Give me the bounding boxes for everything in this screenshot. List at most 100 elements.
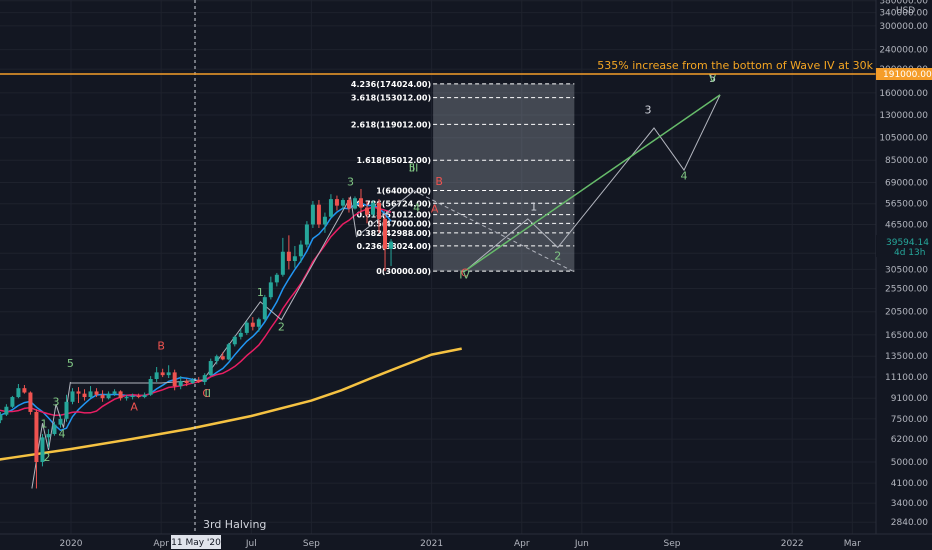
candle-body[interactable] — [4, 406, 9, 415]
candle-body[interactable] — [340, 200, 345, 206]
candle-body[interactable] — [160, 372, 165, 376]
candle-body[interactable] — [10, 397, 15, 407]
y-tick-label: 7500.00 — [891, 415, 928, 425]
candle-body[interactable] — [22, 388, 27, 393]
candle-body[interactable] — [280, 251, 285, 275]
candle-body[interactable] — [154, 372, 159, 379]
candle-body[interactable] — [196, 379, 201, 382]
y-tick-label: 16500.00 — [885, 331, 928, 341]
x-tick-label: Sep — [664, 539, 681, 549]
candle-body[interactable] — [364, 207, 369, 215]
candle-body[interactable] — [383, 218, 388, 249]
candle-body[interactable] — [124, 397, 129, 399]
last-price-text: 39594.14 — [886, 238, 929, 248]
x-tick-label: Apr — [153, 539, 169, 549]
candle-body[interactable] — [250, 322, 255, 327]
resistance-price-tag — [876, 68, 932, 80]
candle-body[interactable] — [292, 256, 297, 262]
candle-body[interactable] — [286, 251, 291, 262]
candle-body[interactable] — [64, 401, 69, 419]
moving-averages — [0, 202, 462, 461]
candle-body[interactable] — [190, 379, 195, 383]
candle-body[interactable] — [328, 199, 333, 217]
candle-body[interactable] — [100, 394, 105, 399]
candle-body[interactable] — [94, 391, 99, 395]
candle-body[interactable] — [28, 392, 33, 412]
candle-body[interactable] — [142, 394, 147, 398]
candle-body[interactable] — [304, 224, 309, 245]
wave-label: V — [709, 72, 717, 85]
candle-body[interactable] — [148, 378, 153, 395]
candle-body[interactable] — [70, 391, 75, 402]
candle-body[interactable] — [322, 216, 327, 225]
candle-body[interactable] — [262, 297, 267, 320]
candle-body[interactable] — [136, 395, 141, 398]
x-tick-label: 2021 — [420, 539, 443, 549]
candle-body[interactable] — [202, 375, 207, 382]
candle-body[interactable] — [208, 361, 213, 376]
y-tick-label: 13500.00 — [885, 352, 928, 362]
wave-drawings[interactable] — [31, 94, 721, 489]
candle-body[interactable] — [58, 418, 63, 425]
candle-body[interactable] — [130, 395, 135, 398]
candle-body[interactable] — [274, 274, 279, 283]
date-cursor-label: 11 May '20 — [171, 538, 221, 548]
candle-body[interactable] — [52, 424, 57, 435]
currency-label: USD — [896, 6, 915, 16]
x-tick-label: Mar — [844, 539, 861, 549]
fib-level-label: 4.236(174024.00) — [351, 80, 431, 89]
fib-level-label: 0.618(51012.00) — [356, 211, 431, 220]
candle-body[interactable] — [106, 393, 111, 399]
candle-body[interactable] — [220, 356, 225, 360]
candle-body[interactable] — [40, 437, 45, 462]
candle-body[interactable] — [358, 198, 363, 208]
time-axis[interactable]: 2020 Apr Jul Sep 2021 Apr Jun Sep 2022 Mar 11 May… — [0, 533, 932, 550]
candle-body[interactable] — [371, 202, 376, 215]
impulse-wave-path — [31, 381, 71, 489]
y-tick-label: 300000.00 — [879, 22, 928, 32]
candle-body[interactable] — [226, 344, 231, 360]
candle-body[interactable] — [46, 434, 51, 438]
candle-body[interactable] — [88, 391, 93, 398]
fib-level-label: 0.236(38024.00) — [356, 242, 431, 251]
fibonacci-extension[interactable]: 4.236(174024.00) 3.618(153012.00) 2.618(11… — [351, 80, 575, 276]
candle-body[interactable] — [310, 204, 315, 225]
x-tick-label: Jul — [245, 539, 257, 549]
candle-body[interactable] — [232, 336, 237, 345]
y-tick-label: 30500.00 — [885, 265, 928, 275]
candle-body[interactable] — [112, 391, 117, 394]
candle-body[interactable] — [346, 200, 351, 209]
y-tick-label: 4100.00 — [891, 479, 928, 489]
candle-body[interactable] — [334, 199, 339, 206]
candle-body[interactable] — [82, 393, 87, 398]
y-tick-label: 9100.00 — [891, 394, 928, 404]
fib-level-label: 0.5(47000.00) — [368, 219, 432, 228]
ma-slow-line — [0, 206, 392, 417]
candle-body[interactable] — [377, 202, 382, 219]
candle-body[interactable] — [389, 241, 394, 249]
candlesticks[interactable] — [0, 188, 394, 489]
candle-body[interactable] — [76, 391, 81, 394]
candle-body[interactable] — [166, 372, 171, 376]
candle-body[interactable] — [34, 411, 39, 462]
candle-body[interactable] — [118, 391, 123, 399]
candle-body[interactable] — [352, 198, 357, 209]
candle-body[interactable] — [178, 380, 183, 387]
candle-body[interactable] — [298, 244, 303, 257]
candle-body[interactable] — [244, 322, 249, 333]
candle-body[interactable] — [316, 204, 321, 225]
fib-level-label: 0(30000.00) — [376, 267, 431, 276]
fib-level-label: 1.618(85012.00) — [356, 156, 431, 165]
candle-body[interactable] — [268, 282, 273, 298]
grid-lines — [0, 0, 876, 534]
candle-body[interactable] — [214, 356, 219, 362]
fib-level-label: 1(64000.00) — [376, 186, 431, 195]
candle-body[interactable] — [256, 319, 261, 327]
price-axis[interactable]: 380000.00340000.00300000.00240000.002000… — [875, 0, 932, 534]
candle-body[interactable] — [16, 388, 21, 398]
candle-body[interactable] — [172, 372, 177, 387]
candle-body[interactable] — [184, 380, 189, 383]
candle-body[interactable] — [238, 332, 243, 337]
candle-body[interactable] — [0, 414, 3, 421]
